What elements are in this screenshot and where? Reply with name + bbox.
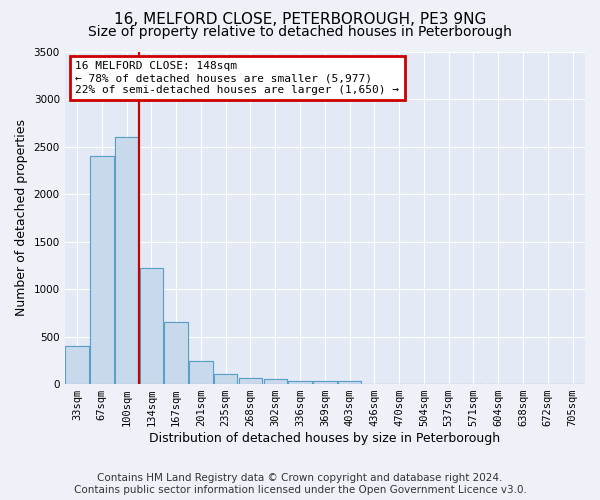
Bar (164, 322, 188, 384)
Bar (164, 322, 188, 384)
Bar (115, 137, 139, 384)
Bar (338, 381, 361, 384)
Text: Contains HM Land Registry data © Crown copyright and database right 2024.
Contai: Contains HM Land Registry data © Crown c… (74, 474, 526, 495)
Bar (313, 381, 337, 384)
Text: Size of property relative to detached houses in Peterborough: Size of property relative to detached ho… (88, 25, 512, 39)
Bar (90, 156, 113, 384)
Bar (65, 346, 89, 384)
Bar (65, 346, 89, 384)
Bar (140, 268, 163, 384)
Bar (140, 268, 163, 384)
Text: 16 MELFORD CLOSE: 148sqm
← 78% of detached houses are smaller (5,977)
22% of sem: 16 MELFORD CLOSE: 148sqm ← 78% of detach… (75, 62, 399, 94)
Bar (214, 374, 238, 384)
Bar (189, 362, 213, 384)
Bar (239, 378, 262, 384)
Bar (115, 137, 139, 384)
Bar (338, 381, 361, 384)
Bar (189, 362, 213, 384)
Bar (288, 381, 312, 384)
Y-axis label: Number of detached properties: Number of detached properties (15, 120, 28, 316)
Bar (239, 378, 262, 384)
Bar (90, 156, 113, 384)
X-axis label: Distribution of detached houses by size in Peterborough: Distribution of detached houses by size … (149, 432, 500, 445)
Bar (313, 381, 337, 384)
Bar (214, 374, 238, 384)
Bar (263, 379, 287, 384)
Bar (263, 379, 287, 384)
Bar (288, 381, 312, 384)
Text: 16, MELFORD CLOSE, PETERBOROUGH, PE3 9NG: 16, MELFORD CLOSE, PETERBOROUGH, PE3 9NG (114, 12, 486, 28)
